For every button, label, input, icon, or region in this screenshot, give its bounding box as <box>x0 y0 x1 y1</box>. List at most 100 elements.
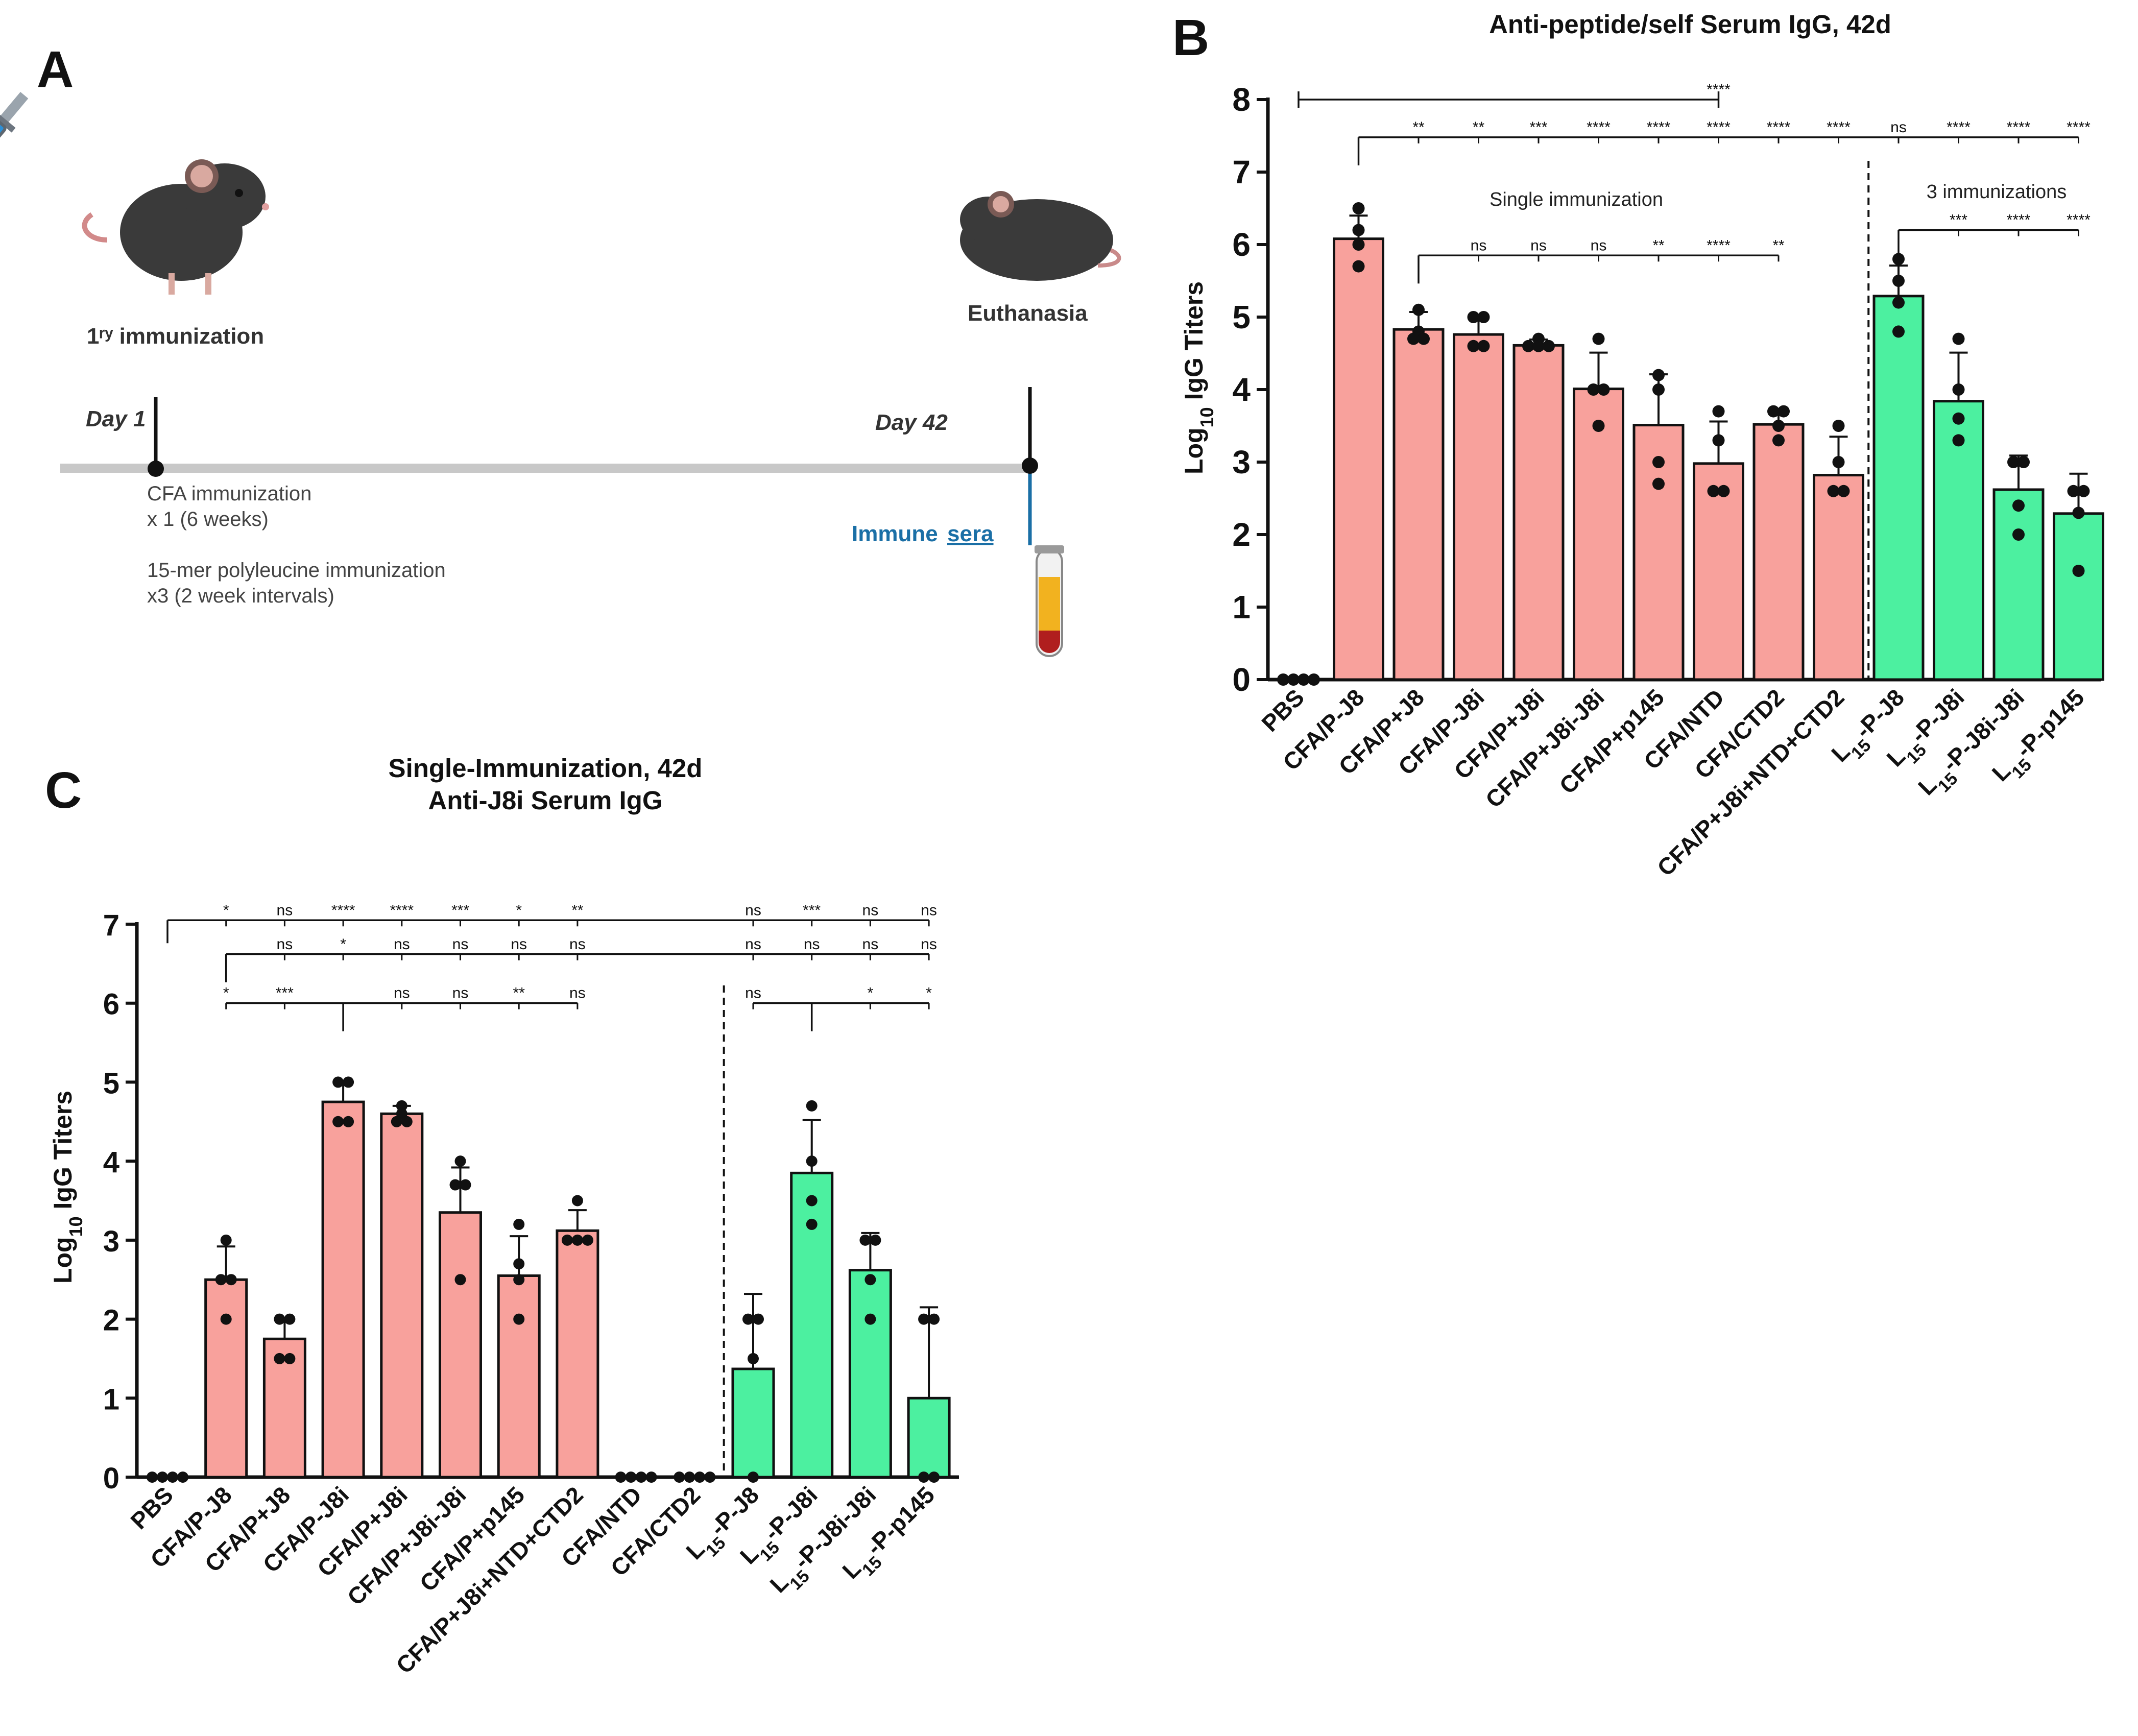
data-point-6-2 <box>1652 456 1665 468</box>
data-point-7-3 <box>1717 485 1730 497</box>
data-point-12-2 <box>864 1274 876 1286</box>
data-point-9-0 <box>674 1472 685 1483</box>
data-point-1-2 <box>1352 238 1365 251</box>
y-tick-label-6: 6 <box>103 988 119 1021</box>
sig-label-3-1: **** <box>2007 212 2031 229</box>
data-point-3-1 <box>343 1076 354 1088</box>
sig-label-1-0: ns <box>277 936 293 953</box>
data-point-13-3 <box>2072 565 2085 577</box>
sig-label-0-2: **** <box>331 902 355 919</box>
data-point-1-0 <box>220 1234 232 1246</box>
sig-label-1-3: **** <box>1587 119 1611 136</box>
panel-b-y-axis-label: Log10 IgG Titers <box>1180 281 1217 474</box>
x-tick-label-0: PBS <box>1256 684 1309 737</box>
data-point-3-0 <box>332 1076 344 1088</box>
sig-label-1-5: ns <box>569 936 586 953</box>
data-point-12-3 <box>864 1313 876 1325</box>
bar-5 <box>439 1211 482 1479</box>
bar-13 <box>907 1396 951 1479</box>
sig-label-2-3: ** <box>1652 237 1665 254</box>
panel-a-letter: A <box>37 41 74 98</box>
data-point-9-1 <box>1832 456 1845 468</box>
bar-10 <box>1872 295 1925 681</box>
data-point-2-0 <box>274 1313 285 1325</box>
y-tick-label-2: 2 <box>1232 516 1251 553</box>
sig-label-0-0: **** <box>1707 81 1731 98</box>
data-point-7-3 <box>582 1234 593 1246</box>
cfa-line2: x 1 (6 weeks) <box>147 508 269 531</box>
bar-10 <box>731 1367 775 1479</box>
data-point-1-1 <box>215 1274 227 1286</box>
data-point-8-1 <box>1777 405 1790 418</box>
data-point-6-0 <box>513 1218 525 1230</box>
y-tick-label-0: 0 <box>1232 661 1251 698</box>
sig-label-3-2: * <box>926 985 932 1002</box>
sig-label-3-0: ns <box>745 985 761 1002</box>
data-point-13-1 <box>928 1313 940 1325</box>
data-point-11-0 <box>1952 332 1965 345</box>
annotation-single-immunization: Single immunization <box>1490 189 1663 210</box>
sig-label-0-7: ns <box>745 902 761 919</box>
data-point-5-2 <box>460 1179 471 1191</box>
sig-label-1-4: ns <box>511 936 527 953</box>
data-point-10-1 <box>753 1313 764 1325</box>
poly-line1: 15-mer polyleucine immunization <box>147 559 446 582</box>
euthanasia-label: Euthanasia <box>968 301 1088 326</box>
data-point-11-1 <box>806 1155 818 1167</box>
data-point-5-1 <box>1587 383 1600 396</box>
y-tick-label-5: 5 <box>103 1067 119 1100</box>
data-point-9-3 <box>704 1472 716 1483</box>
day1-dot <box>148 461 164 477</box>
sera-label: sera <box>947 521 994 546</box>
data-point-3-0 <box>1467 311 1480 323</box>
data-point-0-1 <box>157 1472 168 1483</box>
data-point-7-1 <box>561 1234 573 1246</box>
bar-2 <box>262 1337 306 1479</box>
data-point-11-3 <box>806 1218 818 1230</box>
data-point-12-2 <box>2012 499 2025 512</box>
data-point-0-2 <box>167 1472 178 1483</box>
data-point-13-2 <box>918 1472 930 1483</box>
data-point-6-0 <box>1652 369 1665 381</box>
data-point-2-3 <box>284 1353 296 1364</box>
data-point-6-3 <box>513 1313 525 1325</box>
data-point-7-2 <box>1707 485 1720 497</box>
sig-label-1-0: ** <box>1412 119 1425 136</box>
sig-label-2-5: ** <box>1772 237 1785 254</box>
data-point-1-2 <box>225 1274 237 1286</box>
data-point-0-0 <box>1277 673 1289 686</box>
sig-label-1-6: **** <box>1767 119 1791 136</box>
cfa-line1: CFA immunization <box>147 483 311 505</box>
data-point-7-0 <box>571 1195 583 1207</box>
sig-label-2-5: ns <box>569 985 586 1002</box>
sig-label-2-3: ns <box>452 985 469 1002</box>
panel-a: A 1ʳʸ immunization <box>0 41 1121 657</box>
data-point-8-1 <box>625 1472 637 1483</box>
data-point-1-0 <box>1352 202 1365 214</box>
sig-label-3-2: **** <box>2067 212 2091 229</box>
sig-label-2-0: * <box>223 985 229 1002</box>
bar-1 <box>204 1278 248 1479</box>
sig-label-1-8: ns <box>1890 119 1907 136</box>
data-point-5-0 <box>454 1155 466 1167</box>
data-point-13-2 <box>2072 507 2085 519</box>
data-point-2-2 <box>274 1353 285 1364</box>
panel-c: C Single-Immunization, 42d Anti-J8i Seru… <box>45 754 959 1679</box>
y-tick-label-1: 1 <box>1232 589 1251 625</box>
data-point-12-3 <box>2012 528 2025 541</box>
y-tick-label-3: 3 <box>1232 444 1251 480</box>
sig-label-1-8: ns <box>862 936 879 953</box>
bar-4 <box>380 1112 424 1479</box>
sig-label-1-11: **** <box>2067 119 2091 136</box>
data-point-9-0 <box>1832 420 1845 432</box>
data-point-10-2 <box>748 1353 759 1364</box>
data-point-3-2 <box>1467 340 1480 352</box>
data-point-0-1 <box>1287 673 1300 686</box>
sig-label-0-5: * <box>516 902 522 919</box>
sig-label-1-7: ns <box>804 936 820 953</box>
data-point-0-0 <box>147 1472 158 1483</box>
primary-immunization-label: 1ʳʸ immunization <box>87 324 264 349</box>
panel-b-title: Anti-peptide/self Serum IgG, 42d <box>1489 10 1891 39</box>
data-point-10-0 <box>742 1313 754 1325</box>
data-point-8-2 <box>1772 420 1785 432</box>
